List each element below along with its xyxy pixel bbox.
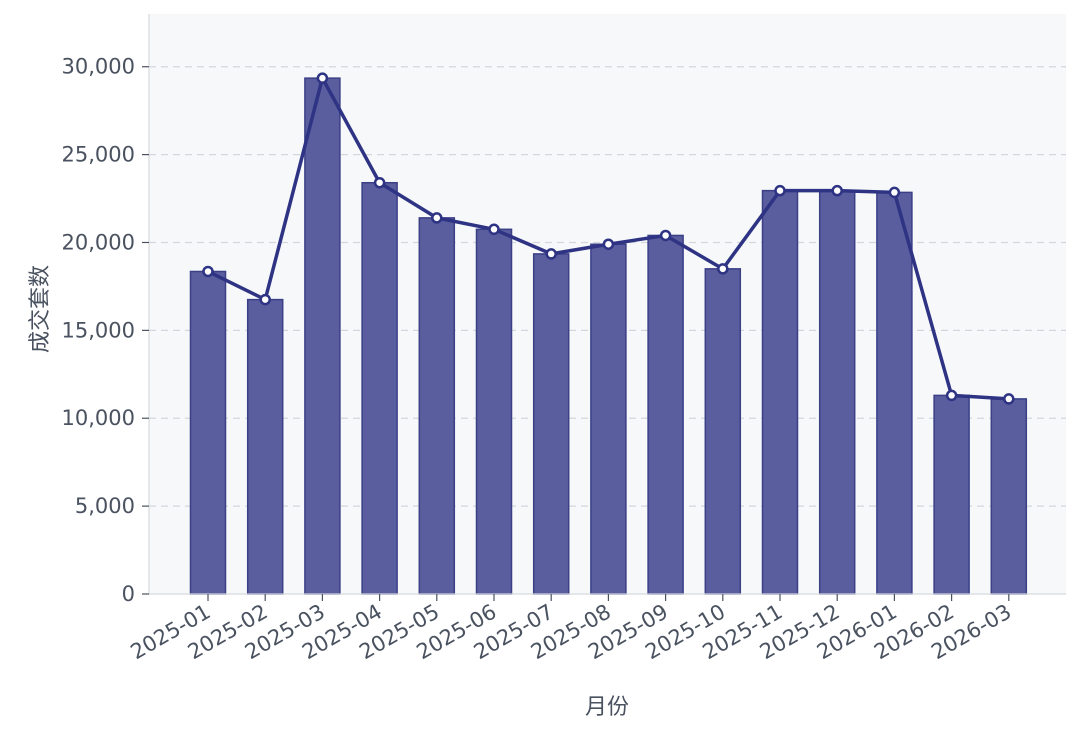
- line-point: [373, 176, 386, 189]
- bar: [590, 243, 627, 595]
- line-point: [316, 72, 329, 84]
- line-point: [602, 238, 615, 250]
- y-tick-label: 30,000: [62, 55, 135, 79]
- y-tick-label: 5,000: [75, 494, 135, 518]
- line-point: [259, 293, 271, 306]
- bar: [304, 77, 341, 595]
- bar: [361, 181, 398, 595]
- bar: [933, 394, 970, 595]
- y-tick-label: 0: [122, 582, 135, 606]
- line-point: [431, 212, 443, 224]
- line-point: [945, 389, 958, 402]
- trend-line: [202, 72, 1015, 405]
- y-axis-ticks: 0 5,000 10,000 15,000 20,000 25,000 30,000: [62, 55, 149, 606]
- line-point: [774, 184, 786, 197]
- bar: [418, 217, 456, 595]
- line-point: [1003, 393, 1015, 405]
- bar: [475, 228, 513, 595]
- axes: [148, 14, 1066, 595]
- y-tick-label: 15,000: [62, 318, 135, 342]
- line-point: [717, 263, 729, 275]
- line-point: [202, 265, 214, 278]
- bar: [189, 270, 227, 595]
- bar: [647, 234, 684, 595]
- line-point: [831, 184, 843, 197]
- bar: [990, 398, 1028, 595]
- bar: [532, 253, 570, 595]
- bars: [189, 77, 1028, 595]
- bar: [246, 298, 284, 595]
- y-tick-label: 25,000: [62, 143, 135, 167]
- bar: [761, 189, 799, 595]
- x-axis-label: 月份: [585, 695, 629, 720]
- line-point: [488, 223, 500, 236]
- y-tick-label: 10,000: [62, 406, 135, 430]
- bar: [818, 189, 856, 595]
- line-point: [659, 229, 672, 242]
- line-point: [888, 186, 901, 199]
- line-point: [545, 248, 557, 260]
- y-axis-label: 成交套数: [28, 265, 53, 353]
- bar: [704, 268, 742, 595]
- bar: [876, 191, 913, 595]
- y-tick-label: 20,000: [62, 230, 135, 254]
- x-axis-ticks: 2025-012025-022025-032025-042025-052025-…: [127, 594, 1015, 664]
